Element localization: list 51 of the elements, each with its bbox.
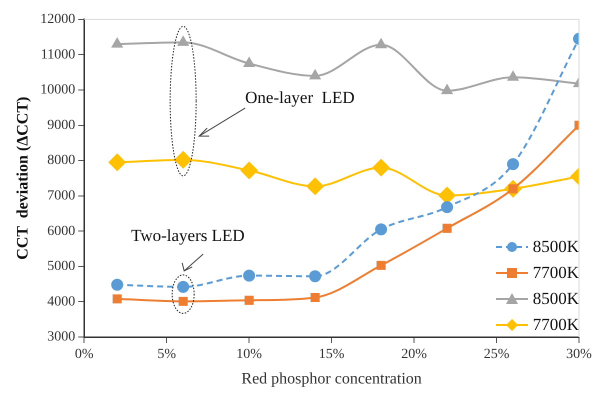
- x-axis-title: Red phosphor concentration: [241, 370, 422, 388]
- point: [174, 151, 192, 168]
- legend-label: 8500K: [532, 237, 579, 257]
- point: [244, 296, 254, 305]
- y-tick-label: 7000: [47, 188, 76, 204]
- y-tick-label: 3000: [47, 330, 76, 345]
- y-tick-label: 8000: [47, 153, 76, 168]
- point: [310, 292, 320, 302]
- y-tick-label: 4000: [47, 294, 76, 310]
- y-tick-label: 11000: [40, 47, 76, 62]
- point: [310, 70, 320, 80]
- point: [372, 159, 390, 176]
- point: [442, 84, 452, 94]
- x-tick-label: 5%: [157, 347, 176, 362]
- point: [376, 260, 386, 270]
- point: [507, 158, 520, 170]
- annotation: Two-layers LED: [131, 226, 245, 246]
- x-tick-label: 0%: [74, 347, 94, 362]
- x-tick-label: 20%: [401, 347, 428, 362]
- point: [508, 71, 518, 81]
- y-tick-label: 12000: [40, 12, 76, 28]
- x-tick-label: 25%: [484, 347, 510, 362]
- point: [243, 270, 256, 282]
- point: [111, 278, 124, 291]
- x-tick-label: 30%: [566, 347, 592, 362]
- point: [376, 38, 386, 48]
- y-tick-label: 10000: [40, 82, 76, 98]
- point: [112, 294, 122, 304]
- point: [112, 38, 123, 48]
- y-tick-label: 5000: [47, 259, 76, 274]
- point: [240, 162, 258, 179]
- legend-label: 8500K: [532, 289, 579, 309]
- point: [375, 223, 388, 236]
- point: [306, 178, 324, 195]
- point: [177, 280, 190, 293]
- x-tick-label: 10%: [236, 347, 262, 362]
- point: [442, 224, 452, 233]
- point: [438, 186, 456, 204]
- point: [178, 296, 188, 306]
- y-tick-label: 6000: [47, 224, 76, 239]
- point: [244, 58, 254, 68]
- point: [441, 201, 454, 214]
- legend-label: 7700K: [532, 315, 579, 335]
- y-axis-title: CCT deviation (ΔCCT): [14, 96, 32, 260]
- legend-label: 7700K: [532, 263, 579, 283]
- x-tick-label: 15%: [318, 347, 345, 362]
- point: [178, 36, 188, 46]
- y-tick-label: 9000: [47, 118, 76, 133]
- point: [108, 154, 126, 171]
- point: [309, 270, 322, 282]
- annotation: One-layer LED: [245, 88, 355, 108]
